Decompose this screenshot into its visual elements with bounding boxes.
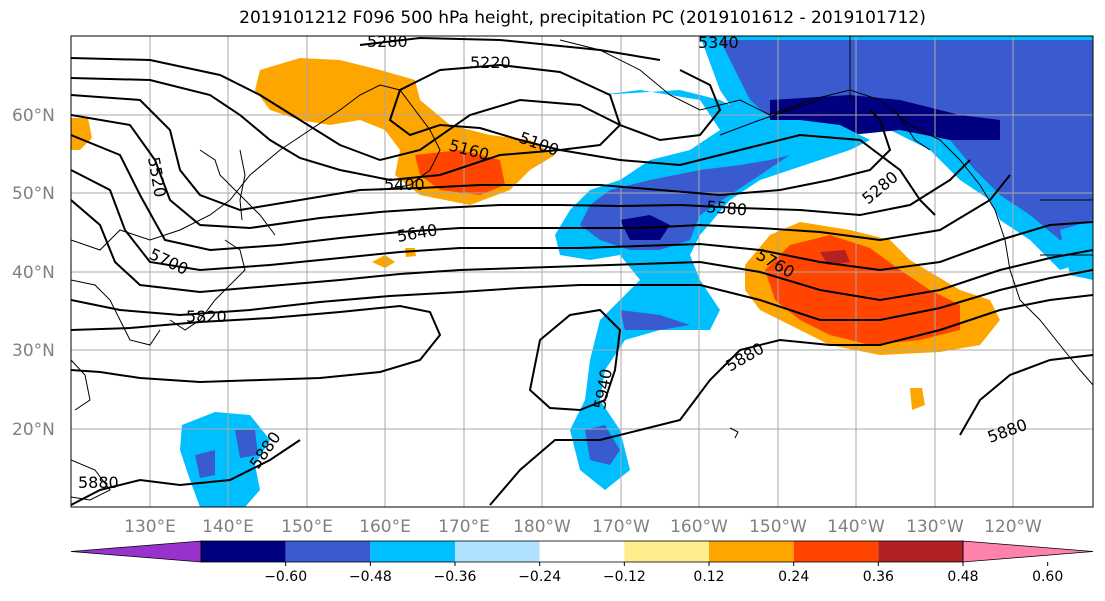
colorbar-bin bbox=[709, 541, 794, 562]
lon-label: 160°E bbox=[359, 517, 411, 537]
colorbar-tick-label: −0.48 bbox=[349, 569, 392, 585]
colorbar-bin bbox=[624, 541, 709, 562]
colorbar-tick-label: −0.24 bbox=[518, 569, 561, 585]
latitude-labels: 60°N 50°N 40°N 30°N 20°N bbox=[12, 106, 55, 440]
colorbar-bin bbox=[285, 541, 371, 562]
colorbar-tick-label: 0.24 bbox=[778, 569, 809, 585]
contour-label: 5580 bbox=[706, 197, 748, 219]
height-contours bbox=[71, 36, 1093, 506]
colorbar-bin bbox=[962, 540, 1094, 563]
colorbar-tick-label: 0.12 bbox=[693, 569, 724, 585]
colorbar-bin bbox=[201, 541, 286, 562]
colorbar-bin bbox=[455, 541, 540, 562]
lon-label: 150°E bbox=[281, 517, 333, 537]
colorbar-frame bbox=[200, 540, 964, 563]
lon-label: 160°W bbox=[670, 517, 728, 537]
colorbar-bin bbox=[793, 541, 879, 562]
map-frame bbox=[70, 35, 1094, 508]
lon-label: 180°W bbox=[513, 517, 571, 537]
lat-label: 50°N bbox=[12, 184, 55, 204]
colorbar-tick-label: −0.36 bbox=[434, 569, 477, 585]
contour-label: 5820 bbox=[186, 307, 227, 326]
colorbar-bin bbox=[70, 540, 202, 563]
colorbar-tick-label: −0.60 bbox=[264, 569, 307, 585]
colorbar-bin bbox=[878, 541, 963, 562]
colorbar: −0.60 −0.48 −0.36 −0.24 −0.12 0.12 0.24 0.36 0.4… bbox=[70, 540, 1094, 585]
longitude-labels: 130°E 140°E 150°E 160°E 170°E 180°W 170°… bbox=[124, 517, 1042, 537]
colorbar-tick-label: −0.12 bbox=[603, 569, 646, 585]
colorbar-tick-label: 0.36 bbox=[863, 569, 894, 585]
contour-label: 5220 bbox=[470, 53, 511, 72]
coastlines bbox=[71, 36, 1093, 501]
lon-label: 130°W bbox=[906, 517, 964, 537]
lat-label: 20°N bbox=[12, 420, 55, 440]
lon-label: 140°W bbox=[827, 517, 885, 537]
lon-label: 150°W bbox=[749, 517, 807, 537]
lat-label: 30°N bbox=[12, 341, 55, 361]
colorbar-bin bbox=[539, 541, 625, 562]
contour-label: 5400 bbox=[384, 175, 425, 194]
negative-precip-anomaly bbox=[180, 36, 1093, 507]
colorbar-tick-label: 0.48 bbox=[947, 569, 978, 585]
lat-label: 60°N bbox=[12, 106, 55, 126]
lat-label: 40°N bbox=[12, 263, 55, 283]
lon-label: 130°E bbox=[124, 517, 176, 537]
contour-label: 5880 bbox=[78, 473, 119, 492]
gridlines bbox=[71, 36, 1093, 507]
lon-label: 120°W bbox=[984, 517, 1042, 537]
lon-label: 170°E bbox=[438, 517, 490, 537]
lon-label: 140°E bbox=[202, 517, 254, 537]
contour-label: 5280 bbox=[367, 32, 408, 51]
colorbar-bin bbox=[370, 541, 455, 562]
colorbar-tick-label: 0.60 bbox=[1032, 569, 1063, 585]
contour-label: 5340 bbox=[698, 33, 739, 52]
map-title: 2019101212 F096 500 hPa height, precipit… bbox=[239, 8, 926, 28]
lon-label: 170°W bbox=[592, 517, 650, 537]
